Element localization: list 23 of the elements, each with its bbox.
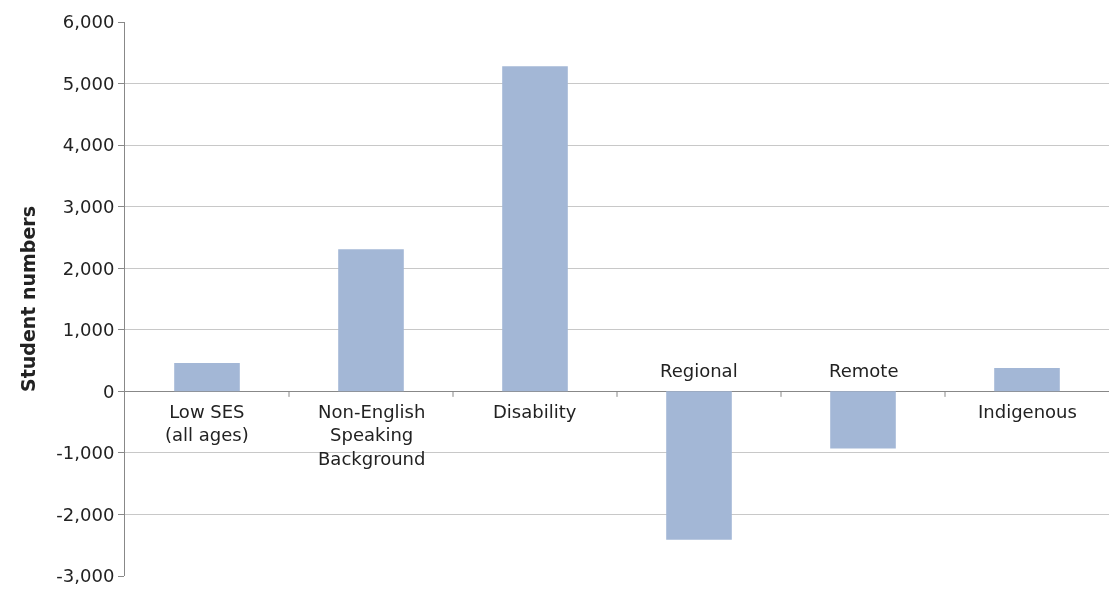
y-tick-label: 4,000 — [62, 134, 115, 156]
y-axis-title: Student numbers — [17, 205, 40, 393]
x-tick-label: Disability — [493, 401, 577, 422]
x-tick-label: Remote — [829, 360, 899, 381]
bar — [994, 367, 1060, 392]
y-tick-label: 5,000 — [62, 72, 115, 94]
y-tick-label: 0 — [102, 380, 115, 402]
y-tick-label: -3,000 — [56, 565, 115, 587]
y-tick-label: -1,000 — [56, 442, 115, 464]
bar — [666, 391, 732, 540]
y-tick-label: 2,000 — [62, 257, 115, 279]
x-tick-label: Low SES (all ages) — [165, 401, 249, 446]
x-tick-label: Regional — [660, 360, 738, 381]
bar — [502, 66, 568, 392]
x-tick-label: Non-English Speaking Background — [318, 401, 426, 469]
bar — [174, 363, 240, 392]
y-tick-label: 1,000 — [62, 319, 115, 341]
y-tick-label: 3,000 — [62, 195, 115, 217]
bar — [338, 249, 404, 392]
x-tick-label: Indigenous — [978, 401, 1077, 422]
bar — [830, 391, 896, 449]
y-tick-label: -2,000 — [56, 503, 115, 525]
y-tick-label: 6,000 — [62, 11, 115, 33]
